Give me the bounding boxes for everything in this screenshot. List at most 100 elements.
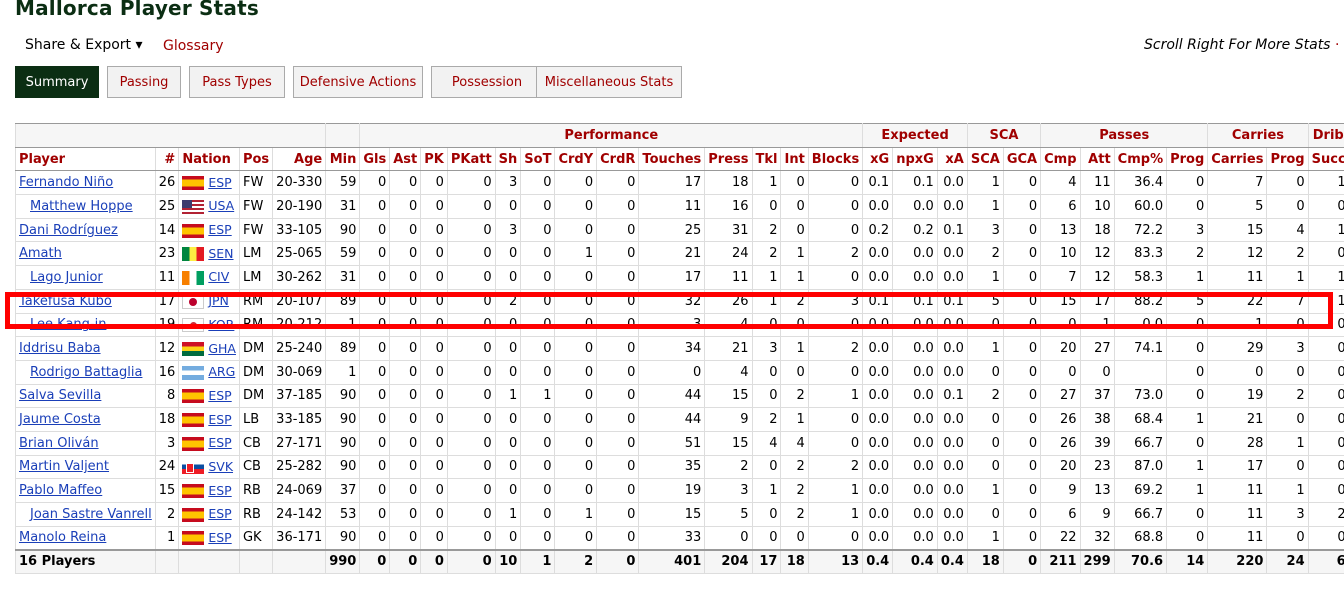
stat-cell-col-pkatt-9: 0 — [446, 502, 496, 527]
header-col-prog-29[interactable]: Prog — [1266, 146, 1309, 172]
stat-cell-col-prog-27: 3 — [1166, 217, 1209, 243]
stat-cell-col-carries-28: 11 — [1207, 265, 1268, 290]
player-cell: Dani Rodríguez — [15, 217, 156, 243]
stat-cell-col-cmp-26: 72.2 — [1113, 217, 1168, 243]
header-col-ast-7[interactable]: Ast — [389, 146, 422, 172]
header-col-pk-8[interactable]: PK — [420, 146, 448, 172]
header-col-player-0[interactable]: Player — [15, 146, 156, 172]
nation-link[interactable]: GHA — [208, 340, 236, 356]
stat-cell-col-age-4: 37-185 — [272, 383, 327, 409]
header-col-xg-19[interactable]: xG — [862, 146, 894, 172]
nation-link[interactable]: CIV — [208, 269, 230, 285]
player-link[interactable]: Manolo Reina — [19, 530, 107, 546]
nation-link[interactable]: SVK — [208, 458, 234, 474]
player-link[interactable]: Joan Sastre Vanrell — [30, 506, 152, 522]
stat-cell-col-crdr-13: 0 — [596, 502, 640, 527]
stat-cell-col-npxg-20: 0.0 — [892, 430, 938, 456]
stat-cell-col-crdr-13: 0 — [596, 241, 640, 267]
nation-link[interactable]: ESP — [208, 506, 232, 522]
stat-cell-col-prog-27: 1 — [1166, 478, 1209, 503]
player-link[interactable]: Dani Rodríguez — [19, 222, 118, 238]
tab-passing[interactable]: Passing — [107, 66, 181, 98]
nation-link[interactable]: ESP — [208, 387, 232, 403]
player-link[interactable]: Jaume Costa — [19, 412, 101, 428]
player-link[interactable]: Amath — [19, 246, 62, 262]
header-col-carries-28[interactable]: Carries — [1207, 146, 1268, 172]
header-col-sh-10[interactable]: Sh — [494, 146, 522, 172]
header-col-crdr-13[interactable]: CrdR — [596, 146, 640, 172]
nation-link[interactable]: ESP — [208, 222, 232, 238]
header-col-gls-6[interactable]: Gls — [359, 146, 391, 172]
header-col-sot-11[interactable]: SoT — [520, 146, 556, 172]
stat-cell-col-touches-14: 51 — [638, 430, 706, 456]
header-group-dribbles: Dribbles — [1307, 123, 1344, 148]
header-col-min-5[interactable]: Min — [325, 146, 361, 172]
nation-link[interactable]: ESP — [208, 529, 232, 545]
nation-link[interactable]: JPN — [208, 293, 229, 309]
player-link[interactable]: Pablo Maffeo — [19, 483, 103, 499]
header-col-xa-21[interactable]: xA — [936, 146, 968, 172]
header-col-gca-23[interactable]: GCA — [1002, 146, 1042, 172]
tab-defensive-actions[interactable]: Defensive Actions — [293, 66, 423, 98]
stat-cell-col-blocks-18: 2 — [807, 454, 864, 480]
header-col-age-4[interactable]: Age — [272, 146, 327, 172]
player-link[interactable]: Takefusa Kubo — [19, 293, 112, 309]
header-col-crdy-12[interactable]: CrdY — [554, 146, 598, 172]
stat-cell-col-cmp-24: 7 — [1040, 265, 1081, 290]
player-link[interactable]: Rodrigo Battaglia — [30, 364, 143, 380]
tab-possession[interactable]: Possession — [431, 66, 543, 98]
stat-cell-col-min-5: 53 — [325, 502, 361, 527]
stat-cell-col-carries-28: 11 — [1207, 502, 1268, 527]
player-link[interactable]: Lago Junior — [30, 269, 103, 285]
header-col-touches-14[interactable]: Touches — [638, 146, 706, 172]
nation-link[interactable]: SEN — [208, 245, 234, 261]
page-title: Mallorca Player Stats — [15, 0, 259, 20]
stat-cell-col-press-15: 2 — [704, 454, 753, 480]
tab-summary[interactable]: Summary — [15, 66, 99, 98]
player-link[interactable]: Matthew Hoppe — [30, 198, 133, 214]
stat-cell-col-prog-29: 7 — [1266, 288, 1309, 314]
header-group-passes: Passes — [1040, 123, 1209, 148]
stat-cell-col-npxg-20: 0.0 — [892, 383, 938, 409]
player-link[interactable]: Brian Oliván — [19, 435, 99, 451]
stat-cell-col-gca-23: 0 — [1002, 430, 1042, 456]
nation-link[interactable]: ARG — [208, 364, 236, 380]
nation-link[interactable]: ESP — [208, 482, 232, 498]
header-col-npxg-20[interactable]: npxG — [892, 146, 938, 172]
header-col-tkl-16[interactable]: Tkl — [751, 146, 782, 172]
nation-cell: ESP — [178, 478, 240, 503]
header-col-succ-30[interactable]: Succ — [1307, 146, 1344, 172]
nation-link[interactable]: KOR — [208, 316, 235, 332]
tab-miscellaneous-stats[interactable]: Miscellaneous Stats — [536, 66, 682, 98]
header-col-cmp-24[interactable]: Cmp — [1040, 146, 1081, 172]
player-link[interactable]: Iddrisu Baba — [19, 341, 101, 357]
header-col-att-25[interactable]: Att — [1079, 146, 1115, 172]
totals-cell-col-prog-27: 14 — [1166, 548, 1209, 575]
stat-cell-col-gca-23: 0 — [1002, 336, 1042, 361]
header-col--1[interactable]: # — [154, 146, 180, 172]
player-link[interactable]: Martin Valjent — [19, 459, 110, 475]
header-col-pos-3[interactable]: Pos — [238, 146, 274, 172]
header-col-press-15[interactable]: Press — [704, 146, 753, 172]
header-col-prog-27[interactable]: Prog — [1166, 146, 1209, 172]
player-link[interactable]: Fernando Niño — [19, 175, 114, 191]
header-col-blocks-18[interactable]: Blocks — [807, 146, 864, 172]
nation-link[interactable]: USA — [208, 198, 235, 214]
glossary-link[interactable]: Glossary — [163, 38, 224, 54]
nation-link[interactable]: ESP — [208, 435, 232, 451]
stat-cell-col-pos-3: RB — [238, 502, 274, 527]
tab-pass-types[interactable]: Pass Types — [189, 66, 285, 98]
nation-link[interactable]: ESP — [208, 174, 232, 190]
header-col-nation-2[interactable]: Nation — [178, 146, 240, 172]
header-col-pkatt-9[interactable]: PKatt — [446, 146, 496, 172]
stat-cell-col-pos-3: CB — [238, 430, 274, 456]
header-col-sca-22[interactable]: SCA — [966, 146, 1004, 172]
player-link[interactable]: Salva Sevilla — [19, 388, 102, 404]
share-export-menu[interactable]: Share & Export ▾ — [25, 37, 143, 53]
stat-cell-col-crdy-12: 0 — [554, 478, 598, 503]
nation-link[interactable]: ESP — [208, 411, 232, 427]
player-link[interactable]: Lee Kang-in — [30, 317, 107, 333]
header-col-cmp-26[interactable]: Cmp% — [1113, 146, 1168, 172]
stat-cell-col-gca-23: 0 — [1002, 478, 1042, 503]
header-col-int-17[interactable]: Int — [780, 146, 809, 172]
